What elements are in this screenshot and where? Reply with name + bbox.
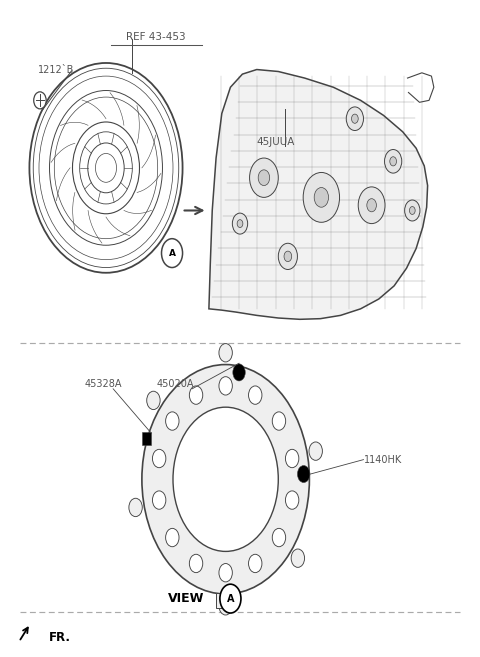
- Circle shape: [303, 173, 339, 222]
- Circle shape: [153, 491, 166, 509]
- Circle shape: [166, 528, 179, 547]
- Circle shape: [189, 555, 203, 573]
- Circle shape: [351, 114, 358, 124]
- Circle shape: [358, 187, 385, 223]
- Circle shape: [390, 157, 396, 166]
- Circle shape: [384, 150, 402, 173]
- Circle shape: [173, 407, 278, 551]
- Circle shape: [189, 386, 203, 404]
- Text: VIEW: VIEW: [168, 592, 204, 605]
- Circle shape: [249, 555, 262, 573]
- Circle shape: [314, 187, 328, 207]
- Circle shape: [153, 449, 166, 468]
- Circle shape: [129, 498, 142, 516]
- Circle shape: [367, 198, 376, 212]
- Circle shape: [272, 412, 286, 430]
- Circle shape: [237, 219, 243, 227]
- Circle shape: [142, 365, 310, 594]
- Circle shape: [346, 107, 363, 131]
- Circle shape: [166, 412, 179, 430]
- Text: A: A: [168, 248, 176, 258]
- Circle shape: [286, 491, 299, 509]
- Circle shape: [250, 158, 278, 197]
- Circle shape: [219, 344, 232, 362]
- Circle shape: [258, 170, 270, 185]
- FancyBboxPatch shape: [142, 432, 152, 445]
- Polygon shape: [209, 70, 428, 319]
- Circle shape: [278, 243, 298, 269]
- Circle shape: [249, 386, 262, 404]
- Text: FR.: FR.: [48, 631, 71, 645]
- Text: A: A: [227, 594, 234, 604]
- Circle shape: [409, 206, 415, 214]
- Circle shape: [286, 449, 299, 468]
- Circle shape: [219, 597, 232, 615]
- Circle shape: [147, 391, 160, 409]
- Circle shape: [34, 92, 46, 109]
- Circle shape: [219, 564, 232, 582]
- Text: 45020A: 45020A: [156, 379, 194, 389]
- Text: 1212`B: 1212`B: [37, 64, 74, 74]
- Circle shape: [291, 549, 305, 568]
- Text: 45JUUA: 45JUUA: [257, 137, 295, 147]
- Text: 45328A: 45328A: [85, 379, 122, 389]
- Circle shape: [233, 364, 245, 381]
- Text: REF 43-453: REF 43-453: [126, 32, 186, 42]
- Circle shape: [405, 200, 420, 221]
- Circle shape: [232, 213, 248, 234]
- Circle shape: [220, 584, 241, 613]
- Circle shape: [219, 376, 232, 395]
- Circle shape: [161, 238, 182, 267]
- Text: 1140HK: 1140HK: [364, 455, 403, 464]
- Circle shape: [284, 251, 292, 261]
- Circle shape: [309, 442, 323, 461]
- FancyBboxPatch shape: [216, 593, 235, 608]
- Circle shape: [298, 466, 310, 483]
- Circle shape: [272, 528, 286, 547]
